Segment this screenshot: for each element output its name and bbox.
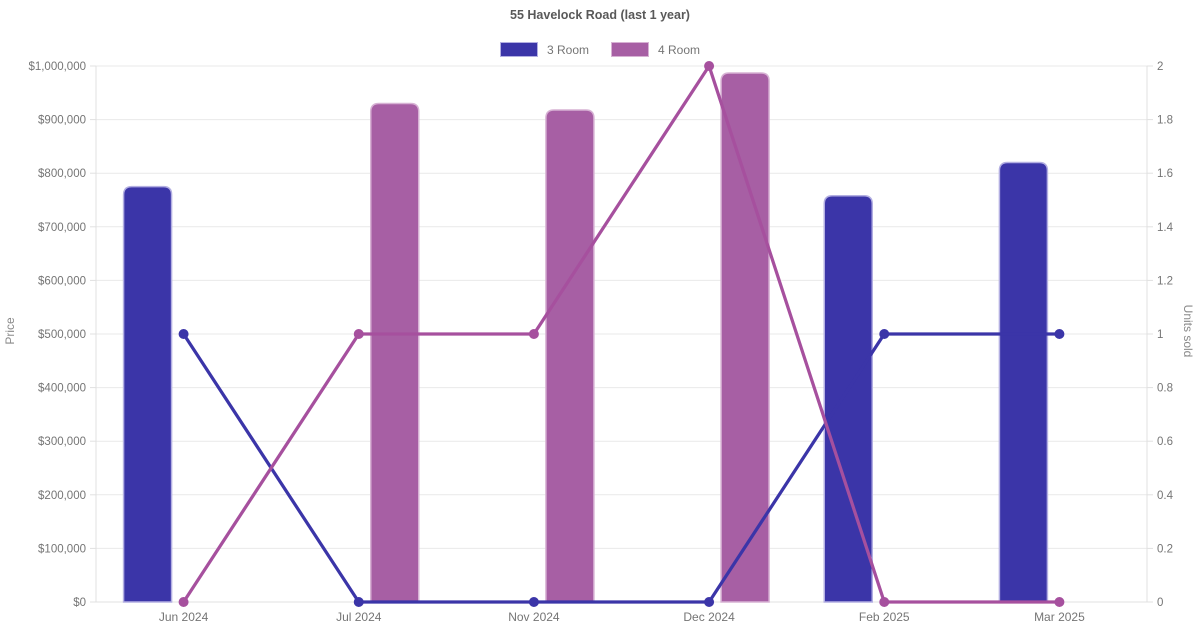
bar-3-room-mar-2025[interactable] — [998, 161, 1049, 603]
bar-4-room-jul-2024[interactable] — [370, 102, 420, 603]
price-tick-label: $800,000 — [38, 168, 86, 180]
point-4-room-feb-2025[interactable] — [879, 597, 890, 607]
price-tick-label: $200,000 — [38, 490, 86, 502]
point-4-room-dec-2024[interactable] — [704, 61, 715, 71]
units-tick-label: 0 — [1157, 597, 1163, 609]
price-tick-label: $600,000 — [38, 275, 86, 287]
price-tick-label: $400,000 — [38, 383, 86, 395]
y-axis-title-units-sold: Units sold — [1181, 304, 1195, 358]
x-category-label-jul-2024: Jul 2024 — [336, 610, 382, 624]
point-4-room-jun-2024[interactable] — [178, 597, 189, 607]
point-3-room-mar-2025[interactable] — [1054, 329, 1065, 339]
units-tick-label: 1.4 — [1157, 222, 1174, 234]
legend-label-4-room: 4 Room — [658, 42, 701, 57]
price-tick-label: $700,000 — [38, 222, 86, 234]
units-tick-label: 1.6 — [1157, 168, 1173, 180]
x-category-label-mar-2025: Mar 2025 — [1034, 610, 1085, 624]
units-tick-label: 1.8 — [1157, 115, 1173, 127]
legend-swatch-4-room — [611, 42, 649, 57]
units-tick-label: 0.6 — [1157, 436, 1173, 448]
point-3-room-feb-2025[interactable] — [879, 329, 890, 339]
bar-3-room-feb-2025[interactable] — [823, 194, 873, 603]
units-tick-label: 1 — [1157, 329, 1163, 341]
point-4-room-mar-2025[interactable] — [1054, 597, 1065, 607]
chart-legend: 3 Room 4 Room — [0, 42, 1200, 57]
price-tick-label: $1,000,000 — [28, 61, 86, 73]
x-category-label-jun-2024: Jun 2024 — [159, 610, 209, 624]
legend-label-3-room: 3 Room — [546, 42, 589, 57]
price-tick-label: $100,000 — [38, 543, 86, 555]
price-tick-label: $300,000 — [38, 436, 86, 448]
x-category-label-nov-2024: Nov 2024 — [508, 610, 560, 624]
bar-4-room-dec-2024[interactable] — [720, 72, 770, 603]
legend-item-4-room[interactable]: 4 Room — [611, 42, 700, 57]
units-tick-label: 0.2 — [1157, 543, 1173, 555]
bar-3-room-jun-2024[interactable] — [122, 185, 173, 603]
point-4-room-jul-2024[interactable] — [353, 329, 364, 339]
units-tick-label: 1.2 — [1157, 275, 1173, 287]
units-tick-label: 0.8 — [1157, 383, 1173, 395]
point-4-room-nov-2024[interactable] — [528, 329, 539, 339]
bar-4-room-nov-2024[interactable] — [545, 109, 595, 603]
units-tick-label: 0.4 — [1157, 490, 1174, 502]
point-3-room-nov-2024[interactable] — [528, 597, 539, 607]
units-tick-label: 2 — [1157, 61, 1163, 73]
legend-swatch-3-room — [499, 42, 538, 57]
y-axis-title-price: Price — [3, 317, 17, 345]
legend-item-3-room[interactable]: 3 Room — [499, 42, 589, 57]
line-3-room[interactable] — [181, 332, 1062, 604]
point-3-room-dec-2024[interactable] — [704, 597, 715, 607]
point-3-room-jun-2024[interactable] — [178, 329, 189, 339]
price-tick-label: $0 — [73, 597, 86, 609]
point-3-room-jul-2024[interactable] — [353, 597, 364, 607]
line-4-room[interactable] — [181, 64, 1062, 604]
price-tick-label: $500,000 — [38, 329, 86, 341]
chart-title: 55 Havelock Road (last 1 year) — [510, 8, 690, 22]
x-category-label-feb-2025: Feb 2025 — [859, 610, 910, 624]
x-category-label-dec-2024: Dec 2024 — [683, 610, 735, 624]
price-tick-label: $900,000 — [38, 115, 86, 127]
